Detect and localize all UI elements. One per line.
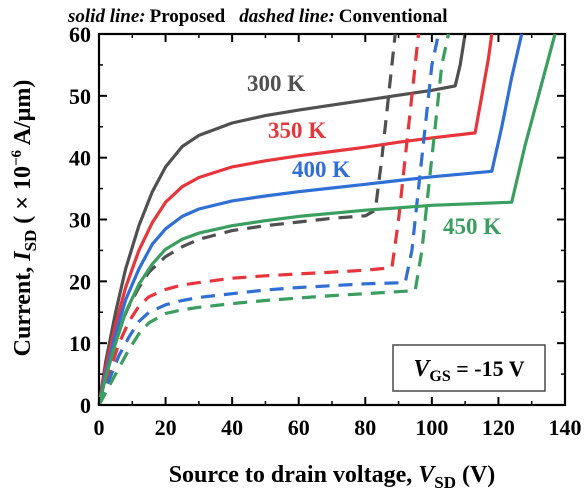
y-tick-label-50: 50	[69, 84, 91, 109]
legend-note: solid line: Proposed dashed line: Conventio…	[67, 6, 448, 27]
y-tick-label-40: 40	[69, 146, 91, 171]
legend-dashed-text: Conventional	[339, 6, 448, 27]
vgs-value: = -15 V	[451, 356, 525, 381]
x-axis-label-var: V	[418, 462, 436, 488]
x-tick-label-100: 100	[415, 415, 448, 440]
vgs-annotation-box	[392, 344, 546, 392]
x-axis-label-sub: SD	[434, 473, 456, 492]
y-tick-label-0: 0	[80, 393, 91, 418]
vgs-annotation: VGS = -15 V	[392, 344, 546, 392]
y-tick-label-30: 30	[69, 208, 91, 233]
series-label-450-k: 450 K	[443, 214, 501, 239]
y-axis-label-var: I	[10, 250, 36, 262]
series-dashed-300-k	[97, 33, 397, 406]
vgs-annotation-text: VGS = -15 V	[413, 356, 524, 385]
y-tick-label-10: 10	[69, 331, 91, 356]
series-layer	[97, 33, 557, 406]
y-tick-label-20: 20	[69, 269, 91, 294]
legend-dashed-prefix: dashed line:	[239, 6, 335, 27]
series-solid-300-k	[97, 33, 467, 406]
x-tick-label-60: 60	[288, 415, 310, 440]
legend-solid-text: Proposed	[150, 6, 226, 27]
y-axis-label-sub: SD	[21, 230, 40, 252]
tick-layer: 0 20 40 60 80 100 120 140 0 10 20 30 40 50 60	[69, 22, 582, 440]
series-label-400-k: 400 K	[292, 157, 350, 182]
y-axis-label-unit-pre: ( × 10	[10, 166, 36, 230]
vgs-var: V	[413, 356, 431, 382]
series-solid-400-k	[97, 33, 524, 406]
x-tick-label-40: 40	[221, 415, 243, 440]
y-axis-label-exp: −6	[9, 149, 25, 166]
series-label-layer: 300 K 350 K 400 K 450 K	[247, 71, 501, 239]
x-tick-label-140: 140	[549, 415, 582, 440]
x-tick-label-80: 80	[354, 415, 376, 440]
legend-solid-prefix: solid line:	[67, 6, 146, 27]
y-axis-label-unit-post: A/μm)	[10, 80, 36, 150]
series-dashed-350-k	[97, 33, 421, 406]
series-solid-350-k	[97, 33, 494, 406]
x-tick-label-20: 20	[155, 415, 177, 440]
series-label-350-k: 350 K	[268, 118, 326, 143]
y-tick-label-60: 60	[69, 22, 91, 47]
y-axis-label: Current, ISD ( × 10−6 A/μm)	[9, 80, 40, 357]
x-tick-label-0: 0	[94, 415, 105, 440]
x-tick-label-120: 120	[482, 415, 515, 440]
y-axis-label-main: Current,	[10, 261, 36, 357]
x-axis-label-unit: (V)	[456, 462, 495, 488]
x-axis-label-main: Source to drain voltage,	[169, 462, 419, 488]
series-solid-450-k	[97, 33, 557, 406]
series-label-300-k: 300 K	[247, 71, 305, 96]
vgs-sub: GS	[429, 368, 450, 385]
x-axis-label: Source to drain voltage, VSD (V)	[169, 462, 496, 492]
series-dashed-400-k	[97, 33, 441, 406]
